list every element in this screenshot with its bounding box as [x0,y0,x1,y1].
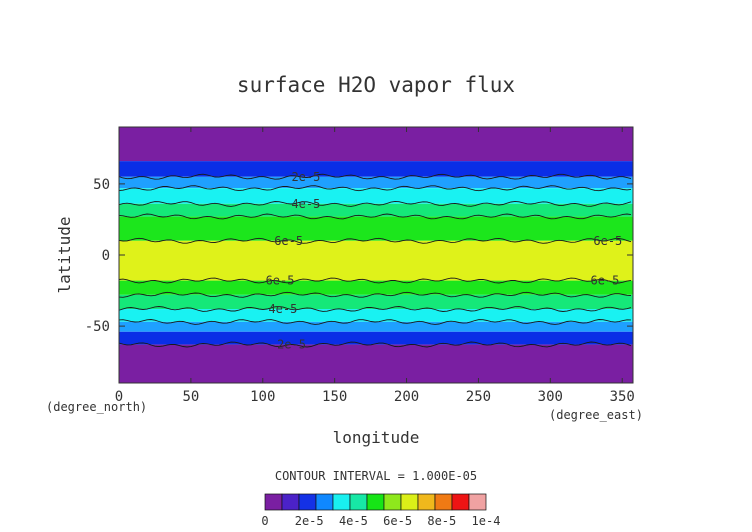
colorbar-tick-label: 4e-5 [339,514,368,528]
band-5 [119,216,633,241]
colorbar-tick-label: 6e-5 [383,514,412,528]
contour-labels: 2e-5 4e-5 6e-5 6e-5 6e-5 6e-5 4e-5 2e-5 [266,170,623,352]
band-0 [119,127,633,162]
x-tick-label: 0 [115,389,123,405]
contour-line-2 [118,200,632,207]
y-tick-label: -50 [85,319,110,335]
band-12 [119,344,633,383]
contour-line-11 [118,341,632,348]
contour-label-9: 4e-5 [268,302,297,316]
contour-interval-text: CONTOUR INTERVAL = 1.000E-05 [275,469,477,483]
colorbar-swatch-5 [349,493,368,511]
colorbar-tick-label: 2e-5 [295,514,324,528]
x-axis-ticks: 0 50 100 150 200 250 300 350 [115,127,635,405]
band-8 [119,294,633,310]
colorbar-swatch-6 [366,493,385,511]
colorbar-tick-label: 1e-4 [472,514,501,528]
contour-label-0: 2e-5 [291,170,320,184]
x-unit-label: (degree_east) [549,408,643,422]
heatmap-bands [119,127,633,383]
colorbar-swatch-2 [298,493,317,511]
contour-line-3 [118,213,632,220]
contour-line-10 [118,319,632,325]
x-tick-label: 150 [322,389,347,405]
colorbar-swatch-7 [383,493,402,511]
colorbar-swatch-3 [315,493,334,511]
contour-label-4: 6e-5 [274,234,303,248]
band-9 [119,309,633,322]
contour-line-6 [118,277,632,284]
colorbar-swatch-1 [281,493,300,511]
colorbar-swatch-12 [468,493,487,511]
band-11 [119,331,633,345]
x-tick-label: 350 [610,389,635,405]
x-tick-label: 200 [394,389,419,405]
y-unit-label: (degree_north) [46,400,147,414]
contour-label-5: 6e-5 [593,234,622,248]
y-tick-label: 0 [102,248,110,264]
y-axis-ticks: -50 0 50 [85,177,633,335]
y-tick-label: 50 [93,177,110,193]
band-7 [119,280,633,295]
colorbar-swatch-4 [332,493,351,511]
band-6 [119,240,633,281]
x-tick-label: 50 [182,389,199,405]
contour-lines [118,173,632,348]
contour-line-9 [118,306,632,312]
colorbar-labels: 0 2e-5 4e-5 6e-5 8e-5 1e-4 [261,514,500,528]
contour-label-7: 6e-5 [591,274,620,288]
y-axis-label: latitude [55,216,74,293]
band-1 [119,161,633,177]
colorbar-swatch-10 [434,493,453,511]
contour-label-6: 6e-5 [266,274,295,288]
colorbar-swatch-8 [400,493,419,511]
contour-line-4 [118,237,632,244]
band-4 [119,203,633,217]
x-tick-label: 250 [466,389,491,405]
contour-line-0 [118,173,632,180]
chart-title: surface H2O vapor flux [237,73,515,97]
contour-line-8 [118,291,632,298]
band-3 [119,188,633,204]
colorbar-tick-label: 8e-5 [427,514,456,528]
x-axis-label: longitude [333,428,420,447]
x-tick-label: 300 [538,389,563,405]
contour-label-11: 2e-5 [277,338,306,352]
contour-line-1 [118,185,632,192]
colorbar-swatch-0 [264,493,283,511]
colorbar-swatch-9 [417,493,436,511]
contour-label-2: 4e-5 [291,197,320,211]
colorbar-tick-label: 0 [261,514,268,528]
colorbar [264,493,487,511]
band-10 [119,321,633,332]
x-tick-label: 100 [250,389,275,405]
colorbar-swatch-11 [451,493,470,511]
band-2 [119,176,633,189]
